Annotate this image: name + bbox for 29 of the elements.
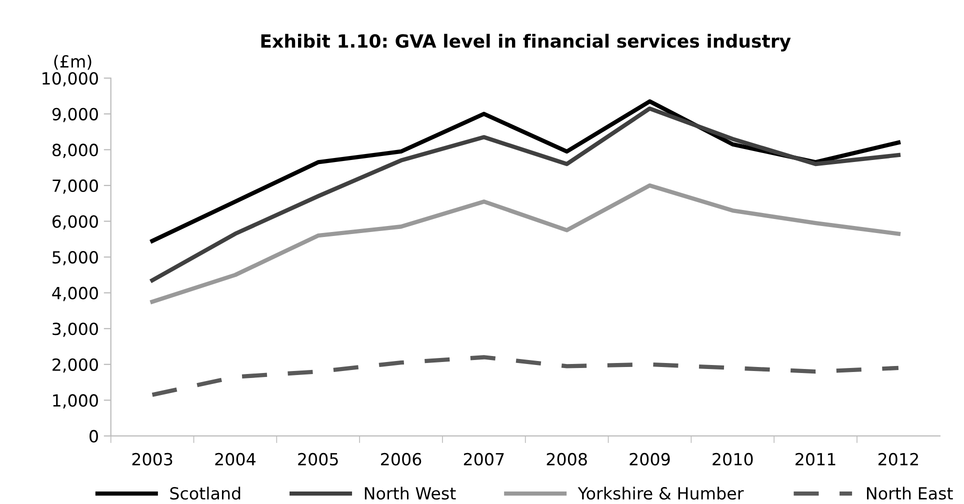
y-tick-label: 6,000	[52, 215, 98, 230]
x-tick-label: 2012	[878, 452, 918, 466]
y-tick-label: 8,000	[52, 144, 98, 158]
y-axis-title: (£m)	[54, 54, 92, 70]
legend-label: North East	[867, 486, 953, 500]
legend-label: Yorkshire & Humber	[578, 486, 744, 500]
line-series	[150, 106, 901, 282]
x-tick-label: 2010	[712, 452, 753, 466]
legend-label: Scotland	[170, 486, 240, 500]
x-tick-label: 2003	[132, 452, 172, 466]
x-tick-label: 2009	[630, 452, 670, 466]
y-tick-label: 4,000	[52, 286, 98, 302]
y-tick-label: 3,000	[52, 322, 98, 337]
x-tick-label: 2005	[298, 452, 338, 466]
y-tick-label: 0	[90, 430, 98, 443]
y-tick-label: 2,000	[52, 358, 98, 373]
y-tick-label: 7,000	[52, 179, 98, 194]
y-tick-label: 5,000	[52, 251, 98, 266]
y-tick-label: 9,000	[52, 108, 98, 122]
line-series	[150, 183, 901, 304]
x-tick-label: 2004	[215, 452, 256, 466]
x-tick-label: 2007	[464, 452, 504, 466]
y-tick-label: 10,000	[42, 72, 98, 86]
x-tick-label: 2011	[796, 452, 836, 466]
legend-label: North West	[364, 486, 456, 500]
chart-title: Exhibit 1.10: GVA level in financial services industry	[261, 34, 791, 52]
x-tick-label: 2008	[546, 452, 587, 466]
y-tick-label: 1,000	[53, 394, 98, 408]
x-tick-label: 2006	[381, 452, 422, 466]
